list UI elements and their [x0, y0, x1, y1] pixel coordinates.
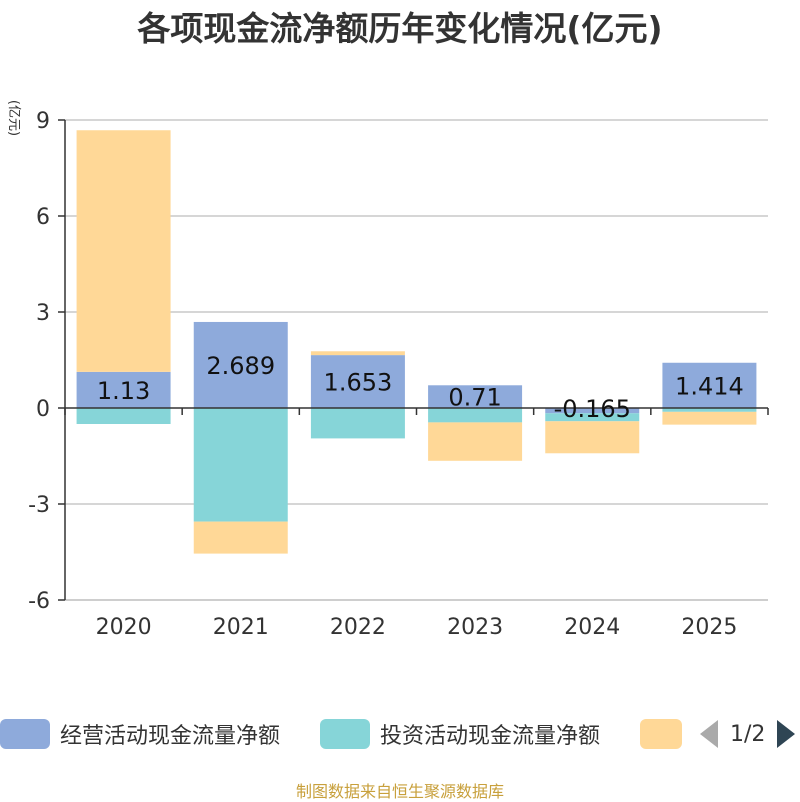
- data-label: 1.414: [675, 372, 744, 400]
- bar-2024-series-0: [545, 408, 640, 414]
- bar-2020-series-2: [76, 130, 171, 372]
- legend-item-investing[interactable]: 投资活动现金流量净额: [320, 716, 600, 752]
- y-axis-label: (亿元): [6, 100, 21, 136]
- bar-2025-series-0: [662, 362, 757, 408]
- bar-2021-series-1: [193, 408, 288, 522]
- bar-2021-series-2: [193, 521, 288, 554]
- legend-item-third[interactable]: [640, 716, 682, 752]
- x-tick-label: 2024: [564, 615, 620, 640]
- legend-swatch-third: [640, 719, 682, 749]
- legend-next-page-icon[interactable]: [777, 720, 796, 748]
- bar-2020-series-0: [76, 371, 171, 408]
- bar-2022-series-1: [310, 408, 405, 439]
- y-tick-label: -3: [28, 493, 50, 518]
- legend-page-indicator: 1/2: [730, 721, 766, 747]
- y-tick-label: -6: [28, 589, 50, 614]
- legend-item-operating[interactable]: 经营活动现金流量净额: [0, 716, 280, 752]
- source-note: 制图数据来自恒生聚源数据库: [295, 782, 504, 801]
- bar-2025-series-1: [662, 408, 757, 412]
- bar-2022-series-0: [310, 355, 405, 408]
- x-tick-label: 2025: [681, 615, 737, 640]
- bar-2023-series-2: [428, 422, 523, 461]
- data-label: -0.165: [554, 395, 631, 423]
- legend-label-operating: 经营活动现金流量净额: [60, 724, 281, 749]
- legend-prev-page-icon[interactable]: [700, 720, 718, 748]
- bar-2021-series-0: [193, 321, 288, 408]
- y-tick-label: 3: [36, 301, 50, 326]
- legend-label-investing: 投资活动现金流量净额: [380, 724, 601, 749]
- data-label: 1.13: [97, 377, 150, 405]
- y-tick-label: 9: [36, 109, 50, 134]
- bar-2020-series-1: [76, 408, 171, 424]
- bar-2024-series-1: [545, 413, 640, 422]
- bar-2024-series-2: [545, 421, 640, 454]
- data-label: 2.689: [206, 352, 275, 380]
- legend: 经营活动现金流量净额 投资活动现金流量净额 1/2: [0, 716, 800, 756]
- x-tick-label: 2020: [96, 615, 152, 640]
- data-label: 0.71: [448, 384, 501, 412]
- bar-2022-series-2: [310, 351, 405, 356]
- y-tick-label: 6: [36, 205, 50, 230]
- legend-swatch-investing: [320, 719, 370, 749]
- bar-2025-series-2: [662, 411, 757, 425]
- bar-2023-series-0: [428, 385, 523, 408]
- x-tick-label: 2023: [447, 615, 503, 640]
- data-label: 1.653: [324, 369, 393, 397]
- x-tick-label: 2021: [213, 615, 269, 640]
- legend-pager: 1/2: [700, 716, 796, 752]
- legend-swatch-operating: [0, 719, 50, 749]
- chart-title: 各项现金流净额历年变化情况(亿元): [137, 9, 663, 48]
- x-tick-label: 2022: [330, 615, 386, 640]
- y-tick-label: 0: [36, 397, 50, 422]
- bar-2023-series-1: [428, 408, 523, 423]
- chart-plot: (亿元) -6 -3 0 3 6 9 2020 2021 2022 2023 2024 2025 1.13…: [6, 100, 769, 640]
